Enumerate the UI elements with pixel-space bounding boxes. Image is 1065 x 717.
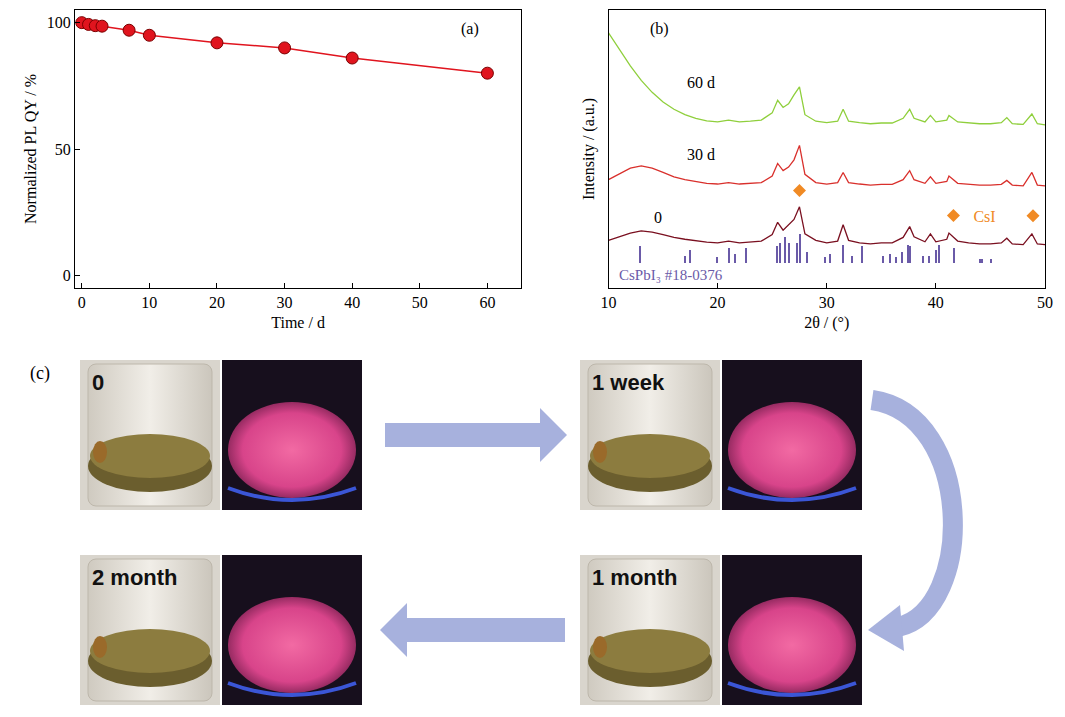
svg-text:Time / d: Time / d	[271, 314, 325, 331]
svg-text:50: 50	[412, 294, 428, 311]
svg-text:1 week: 1 week	[592, 370, 665, 395]
svg-text:Normalized PL QY / %: Normalized PL QY / %	[22, 74, 39, 224]
svg-text:40: 40	[928, 294, 944, 311]
svg-text:1 month: 1 month	[592, 565, 678, 590]
svg-text:30: 30	[277, 294, 293, 311]
svg-text:40: 40	[344, 294, 360, 311]
svg-text:30: 30	[819, 294, 835, 311]
svg-text:CsI: CsI	[973, 208, 995, 225]
svg-text:0: 0	[92, 370, 104, 395]
svg-text:(c): (c)	[30, 363, 50, 384]
svg-text:(b): (b)	[650, 20, 669, 38]
svg-text:100: 100	[47, 14, 71, 31]
svg-text:CsPbI₃ #18-0376: CsPbI₃ #18-0376	[619, 267, 723, 283]
svg-text:60: 60	[479, 294, 495, 311]
svg-text:2 month: 2 month	[92, 565, 178, 590]
svg-text:20: 20	[209, 294, 225, 311]
svg-text:10: 10	[141, 294, 157, 311]
svg-text:0: 0	[78, 294, 86, 311]
svg-text:50: 50	[55, 141, 71, 158]
svg-text:30 d: 30 d	[687, 146, 715, 163]
svg-text:0: 0	[63, 267, 71, 284]
svg-text:20: 20	[710, 294, 726, 311]
svg-text:0: 0	[654, 209, 662, 226]
svg-text:Intensity / (a.u.): Intensity / (a.u.)	[580, 98, 598, 200]
svg-text:10: 10	[601, 294, 617, 311]
svg-text:(a): (a)	[461, 20, 479, 38]
svg-text:60 d: 60 d	[687, 74, 715, 91]
svg-text:50: 50	[1037, 294, 1053, 311]
svg-text:2θ / (°): 2θ / (°)	[804, 314, 849, 332]
